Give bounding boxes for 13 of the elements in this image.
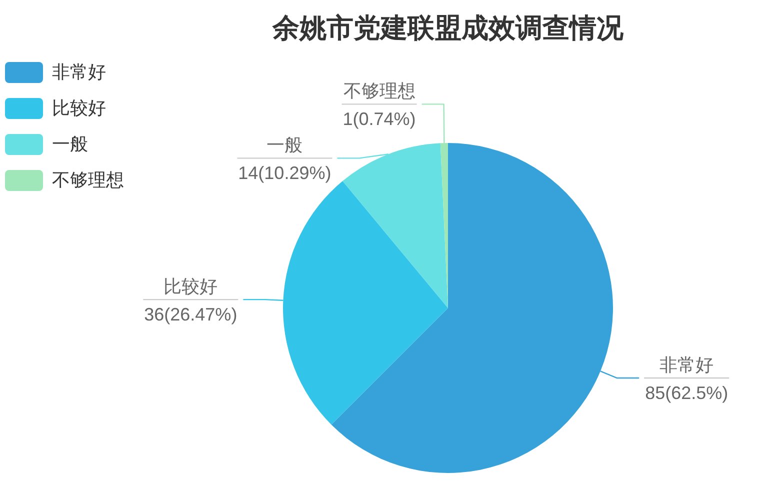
- legend-label: 非常好: [52, 61, 106, 84]
- slice-label: 非常好: [660, 355, 714, 376]
- slice-label: 一般: [266, 135, 303, 156]
- data-label: 36(26.47%): [144, 304, 238, 325]
- legend-label: 不够理想: [52, 169, 124, 192]
- data-label: 85(62.5%): [645, 383, 728, 404]
- legend-label: 一般: [52, 133, 88, 156]
- data-label: 1(0.74%): [342, 109, 416, 130]
- slice-label: 不够理想: [343, 81, 416, 102]
- legend-label: 比较好: [52, 97, 106, 120]
- data-label: 14(10.29%): [238, 163, 332, 184]
- chart-title: 余姚市党建联盟成效调查情况: [271, 12, 624, 45]
- slice-label: 比较好: [164, 276, 218, 297]
